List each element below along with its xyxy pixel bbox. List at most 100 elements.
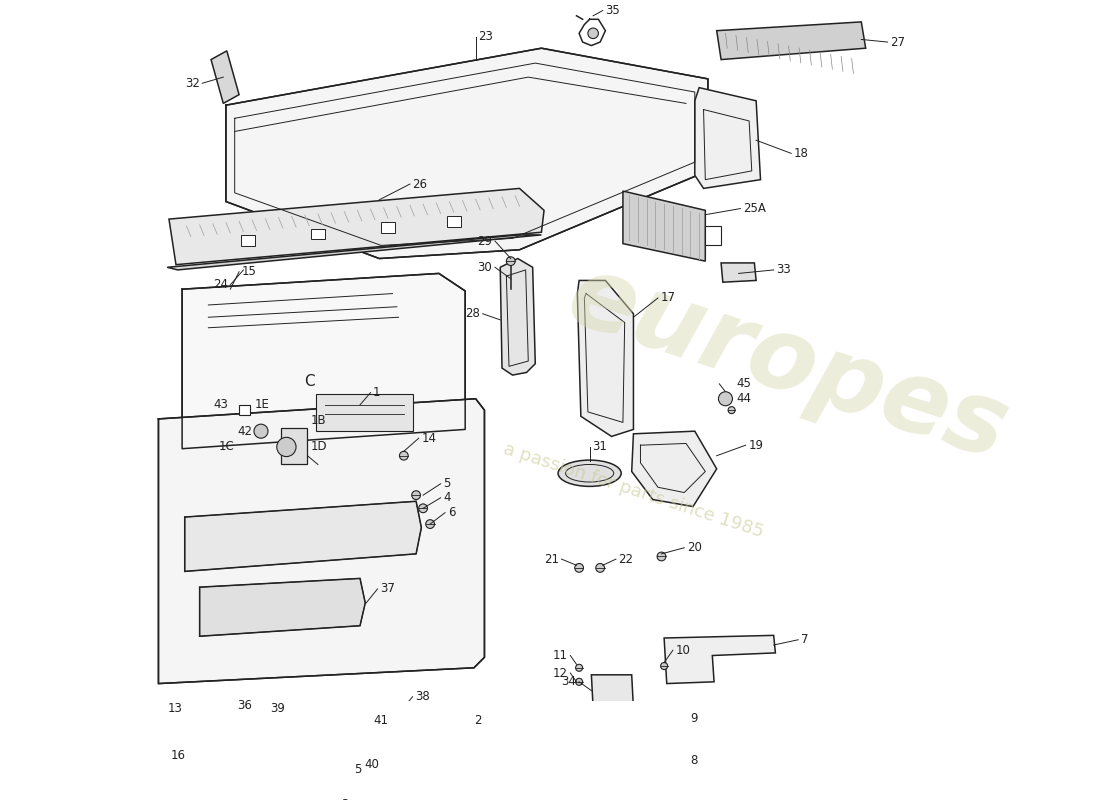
- Bar: [316, 394, 412, 431]
- Text: 8: 8: [691, 754, 697, 767]
- Bar: [381, 222, 395, 233]
- Circle shape: [355, 782, 364, 791]
- Text: 9: 9: [691, 712, 697, 725]
- Text: 12: 12: [552, 666, 568, 679]
- Circle shape: [277, 438, 296, 457]
- Text: 5: 5: [354, 763, 361, 776]
- Text: 7: 7: [801, 634, 808, 646]
- Text: 3: 3: [341, 798, 349, 800]
- Polygon shape: [211, 51, 239, 103]
- Circle shape: [728, 406, 735, 414]
- Polygon shape: [183, 274, 465, 449]
- Circle shape: [661, 662, 668, 670]
- Circle shape: [587, 28, 598, 38]
- Bar: [241, 235, 255, 246]
- Bar: [267, 708, 295, 722]
- Circle shape: [189, 737, 201, 750]
- Polygon shape: [578, 281, 634, 437]
- Bar: [311, 229, 324, 239]
- Circle shape: [254, 424, 268, 438]
- Text: 42: 42: [238, 425, 252, 438]
- Text: 17: 17: [661, 291, 675, 305]
- Text: 22: 22: [618, 553, 634, 566]
- Text: 45: 45: [737, 378, 751, 390]
- Ellipse shape: [558, 460, 622, 486]
- Polygon shape: [327, 732, 596, 750]
- Text: 18: 18: [794, 147, 808, 160]
- Text: 13: 13: [167, 702, 183, 714]
- Text: 2: 2: [474, 714, 482, 727]
- Circle shape: [575, 664, 583, 671]
- Text: 41: 41: [373, 714, 388, 727]
- Text: 34: 34: [562, 675, 576, 688]
- Text: a passion for parts since 1985: a passion for parts since 1985: [500, 440, 766, 542]
- Bar: [386, 708, 419, 727]
- Polygon shape: [695, 88, 760, 189]
- Text: 1C: 1C: [219, 441, 234, 454]
- Bar: [239, 405, 250, 415]
- Text: 40: 40: [364, 758, 380, 770]
- Bar: [705, 226, 722, 246]
- Polygon shape: [169, 189, 544, 265]
- Text: 43: 43: [213, 398, 229, 411]
- Polygon shape: [199, 578, 365, 636]
- Circle shape: [718, 392, 733, 406]
- Circle shape: [184, 722, 192, 730]
- Text: 26: 26: [412, 178, 428, 190]
- Text: 4: 4: [443, 491, 451, 504]
- Bar: [282, 428, 307, 465]
- Text: 39: 39: [270, 702, 285, 714]
- Text: 1: 1: [373, 386, 381, 399]
- Circle shape: [596, 563, 605, 572]
- Polygon shape: [623, 191, 705, 261]
- Circle shape: [411, 490, 420, 499]
- Text: 30: 30: [477, 261, 493, 274]
- Text: 32: 32: [185, 77, 199, 90]
- Bar: [299, 708, 324, 726]
- Text: 35: 35: [605, 4, 620, 17]
- Text: 6: 6: [448, 506, 455, 519]
- Text: 33: 33: [777, 263, 791, 277]
- Text: 23: 23: [478, 30, 493, 43]
- Circle shape: [575, 678, 583, 686]
- Circle shape: [680, 732, 689, 741]
- Circle shape: [338, 782, 346, 791]
- Text: 27: 27: [890, 35, 905, 49]
- Bar: [447, 216, 461, 226]
- Text: 29: 29: [477, 234, 493, 247]
- Text: 5: 5: [443, 478, 451, 490]
- Text: 25A: 25A: [742, 202, 766, 215]
- Text: europes: europes: [556, 248, 1020, 481]
- Text: 38: 38: [415, 690, 430, 703]
- Polygon shape: [226, 48, 708, 258]
- Text: 14: 14: [421, 432, 437, 445]
- Circle shape: [506, 257, 515, 266]
- Text: C: C: [304, 374, 315, 389]
- Polygon shape: [185, 502, 421, 571]
- Text: 15: 15: [242, 265, 256, 278]
- Text: 1E: 1E: [255, 398, 270, 411]
- Text: 31: 31: [592, 441, 607, 454]
- Polygon shape: [500, 258, 536, 375]
- Text: 21: 21: [544, 553, 559, 566]
- Text: 36: 36: [238, 699, 252, 712]
- Text: 1B: 1B: [311, 414, 327, 427]
- Text: 37: 37: [381, 582, 395, 595]
- Circle shape: [680, 747, 689, 756]
- Text: 1D: 1D: [311, 441, 328, 454]
- Circle shape: [657, 552, 665, 561]
- Circle shape: [399, 451, 408, 460]
- Text: 10: 10: [675, 644, 691, 657]
- Text: 19: 19: [748, 438, 763, 452]
- Circle shape: [426, 520, 434, 529]
- Text: 28: 28: [465, 307, 480, 320]
- Text: 24: 24: [212, 278, 228, 291]
- Polygon shape: [631, 431, 717, 506]
- Polygon shape: [158, 398, 484, 683]
- Text: 11: 11: [552, 649, 568, 662]
- Text: 16: 16: [170, 749, 186, 762]
- Polygon shape: [167, 235, 541, 270]
- Circle shape: [574, 563, 583, 572]
- Polygon shape: [717, 22, 866, 59]
- Text: 20: 20: [686, 542, 702, 554]
